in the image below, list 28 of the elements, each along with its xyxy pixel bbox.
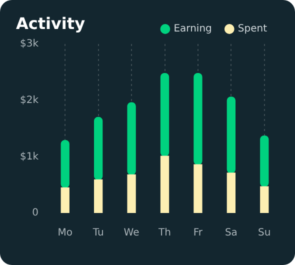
bar <box>226 96 236 174</box>
x-tick-label: We <box>124 228 140 239</box>
y-tick-label: $2k <box>20 94 39 106</box>
bar <box>60 140 70 188</box>
bar <box>260 135 269 187</box>
bar <box>94 179 103 213</box>
x-tick-label: Th <box>158 228 171 239</box>
bar <box>127 102 136 176</box>
x-tick-label: Tu <box>92 228 104 239</box>
bar <box>194 164 202 213</box>
y-tick-label: 0 <box>32 208 39 219</box>
bar <box>60 187 70 213</box>
bar <box>160 72 170 156</box>
legend-label: Spent <box>238 24 268 35</box>
x-tick-label: Mo <box>58 228 72 239</box>
bar <box>94 116 103 180</box>
x-tick-label: Fr <box>193 228 204 239</box>
chart-title: Activity <box>16 14 85 33</box>
bar <box>127 174 136 213</box>
legend-label: Earning <box>174 24 212 35</box>
bar <box>260 186 269 213</box>
bar <box>194 72 202 165</box>
x-tick-label: Su <box>258 228 271 239</box>
bar <box>226 172 236 213</box>
y-tick-label: $3k <box>20 38 39 50</box>
bar <box>160 156 170 213</box>
y-tick-label: $1k <box>20 151 39 162</box>
x-tick-label: Sa <box>224 228 238 239</box>
